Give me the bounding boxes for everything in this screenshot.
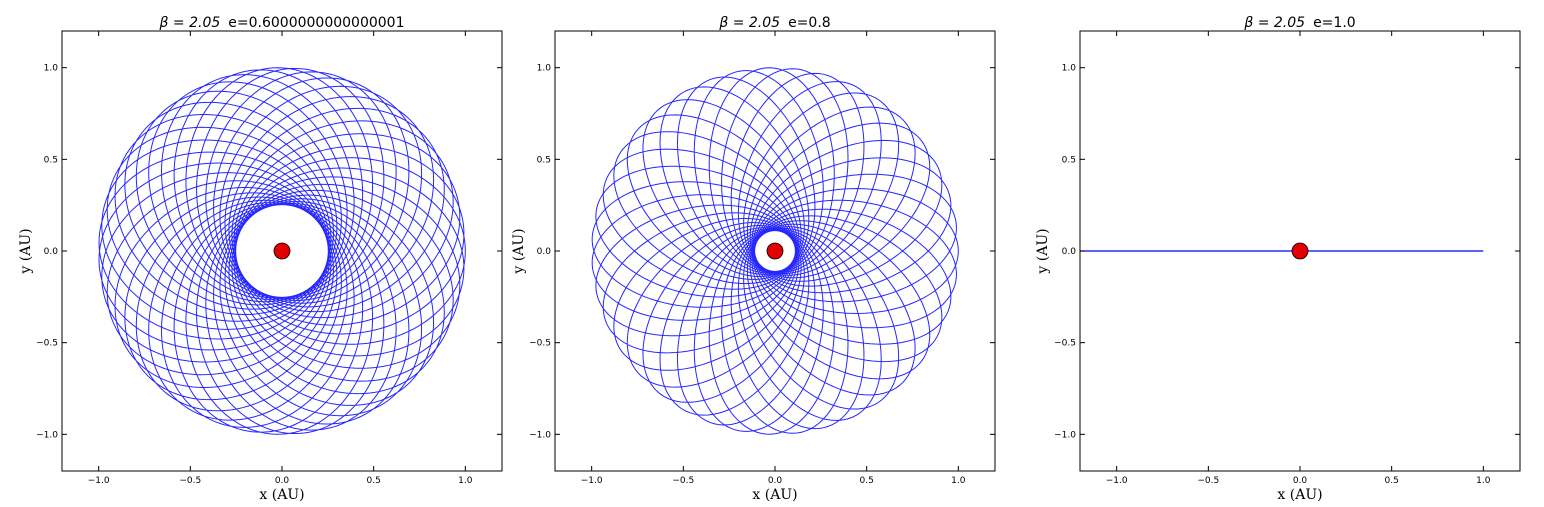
- x-tick-label: 1.0: [1476, 476, 1491, 486]
- panel-2-title: β = 2.05 e=0.8: [718, 15, 830, 31]
- panel-1-ticks: −1.0 −1.0 −0.5 −0.5 0.0 0.0 0.5 0.5 1.0 1.0: [36, 31, 502, 486]
- x-tick-label: 0.5: [860, 476, 874, 486]
- panel-2-ticks: −1.0 −1.0 −0.5 −0.5 0.0 0.0 0.5 0.5 1.0 1.0: [529, 31, 995, 486]
- x-tick-label: −1.0: [581, 476, 603, 486]
- y-tick-label: −1.0: [1054, 430, 1076, 440]
- orbit-line: [98, 67, 466, 435]
- y-tick-label: 1.0: [1062, 64, 1077, 74]
- panel-3-ticks: −1.0 −1.0 −0.5 −0.5 0.0 0.0 0.5 0.5 1.0 1.0: [1054, 31, 1520, 486]
- x-tick-label: 0.0: [768, 476, 783, 486]
- x-tick-label: −0.5: [179, 476, 201, 486]
- panel-2-star-marker: [766, 242, 784, 260]
- y-tick-label: 0.0: [44, 247, 59, 257]
- orbit-line: [591, 67, 959, 435]
- y-tick-label: 0.0: [1062, 247, 1077, 257]
- panel-2-xlabel: x (AU): [752, 487, 797, 503]
- panel-1: β = 2.05 e=0.6000000000000001 −1.0 −1.0 −0.…: [18, 15, 503, 503]
- panel-1-xlabel: x (AU): [259, 487, 304, 503]
- x-tick-label: 1.0: [951, 476, 966, 486]
- y-tick-label: 0.5: [1062, 155, 1076, 165]
- y-tick-label: −1.0: [529, 430, 551, 440]
- panel-3: β = 2.05 e=1.0 −1.0 −1.0 −0.5 −0.5 0.0 0.0 0.5 0…: [1035, 15, 1521, 503]
- y-tick-label: 0.0: [537, 247, 552, 257]
- x-tick-label: 0.5: [1385, 476, 1399, 486]
- y-tick-label: 1.0: [537, 64, 552, 74]
- panel-2: β = 2.05 e=0.8 −1.0 −1.0 −0.5 −0.5 0.0 0.0 0.5 0…: [511, 15, 996, 503]
- panel-2-orbit-series: [591, 67, 959, 435]
- x-tick-label: 0.0: [275, 476, 290, 486]
- y-tick-label: −1.0: [36, 430, 58, 440]
- y-tick-label: 0.5: [44, 155, 58, 165]
- y-tick-label: −0.5: [529, 339, 551, 349]
- y-tick-label: −0.5: [1054, 339, 1076, 349]
- panel-3-star-marker: [1291, 242, 1309, 260]
- y-tick-label: 1.0: [44, 64, 59, 74]
- x-tick-label: 0.0: [1293, 476, 1308, 486]
- panel-2-ylabel: y (AU): [511, 228, 527, 274]
- y-tick-label: 0.5: [537, 155, 551, 165]
- x-tick-label: −1.0: [88, 476, 110, 486]
- panel-1-ylabel: y (AU): [18, 228, 34, 274]
- panel-1-title: β = 2.05 e=0.6000000000000001: [159, 15, 405, 31]
- panel-2-plot-area: −1.0 −1.0 −0.5 −0.5 0.0 0.0 0.5 0.5 1.0 1.0: [529, 30, 996, 486]
- y-tick-label: −0.5: [36, 339, 58, 349]
- panel-3-plot-area: −1.0 −1.0 −0.5 −0.5 0.0 0.0 0.5 0.5 1.0 1.0: [1054, 30, 1521, 486]
- x-tick-label: 1.0: [458, 476, 473, 486]
- panel-1-plot-area: −1.0 −1.0 −0.5 −0.5 0.0 0.0 0.5 0.5 1.0 1.0: [36, 30, 503, 486]
- x-tick-label: −0.5: [672, 476, 694, 486]
- x-tick-label: −0.5: [1197, 476, 1219, 486]
- panel-3-xlabel: x (AU): [1277, 487, 1322, 503]
- x-tick-label: −1.0: [1106, 476, 1128, 486]
- panel-1-star-marker: [273, 242, 291, 260]
- panel-3-ylabel: y (AU): [1035, 228, 1051, 274]
- panel-3-title: β = 2.05 e=1.0: [1243, 15, 1355, 31]
- x-tick-label: 0.5: [367, 476, 381, 486]
